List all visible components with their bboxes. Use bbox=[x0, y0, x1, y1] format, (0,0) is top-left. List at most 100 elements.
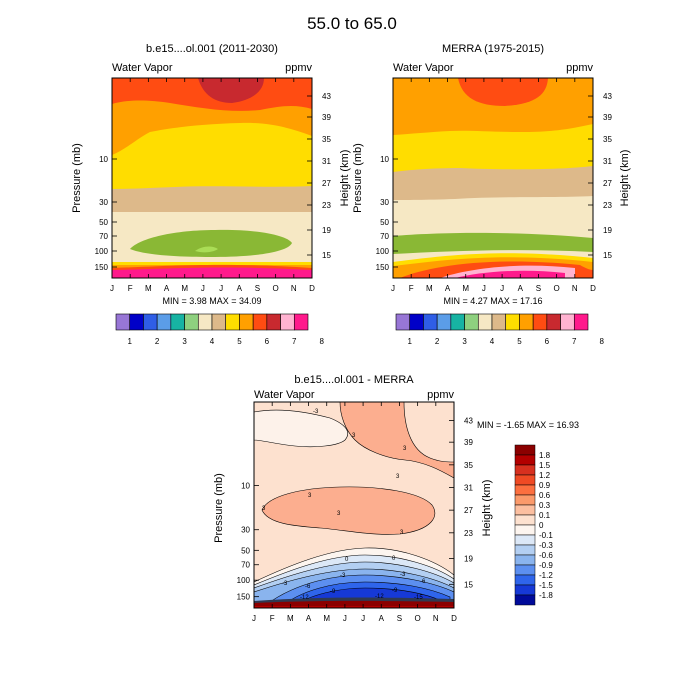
diff-colorbar-label: -0.1 bbox=[539, 531, 553, 540]
colorbar-swatch bbox=[156, 313, 172, 331]
colorbar-label: 6 bbox=[545, 337, 550, 346]
x-tick-label: J bbox=[110, 284, 114, 293]
colorbar-swatch bbox=[252, 313, 268, 331]
figure-title: 55.0 to 65.0 bbox=[307, 14, 397, 33]
band-tropopause bbox=[455, 270, 565, 278]
diff-colorbar-swatch bbox=[514, 474, 536, 486]
colorbar-swatch bbox=[197, 313, 213, 331]
panel-diff-stats: MIN = -1.65 MAX = 16.93 bbox=[477, 420, 579, 430]
panel-merra-stats: MIN = 4.27 MAX = 17.16 bbox=[443, 296, 542, 306]
colorbar-swatch bbox=[211, 313, 227, 331]
diff-colorbar-label: 1.5 bbox=[539, 461, 551, 470]
x-tick-label: J bbox=[343, 614, 347, 623]
panel-diff-ylabel: Pressure (mb) bbox=[213, 473, 225, 543]
colorbar-label: 8 bbox=[319, 337, 324, 346]
colorbar-label: 7 bbox=[572, 337, 577, 346]
pressure-tick-label: 70 bbox=[99, 232, 108, 241]
contour-label: -12 bbox=[300, 595, 309, 601]
panel-diff-units-label: ppmv bbox=[427, 389, 454, 401]
colorbar-swatch bbox=[573, 313, 589, 331]
x-tick-label: M bbox=[181, 284, 188, 293]
x-tick-label: J bbox=[219, 284, 223, 293]
x-tick-label: A bbox=[164, 284, 170, 293]
contour-label: 3 bbox=[337, 511, 341, 517]
panel-model: b.e15....ol.001 (2011-2030) Water Vapor … bbox=[71, 43, 351, 306]
x-tick-label: J bbox=[252, 614, 256, 623]
colorbar-swatch bbox=[143, 313, 158, 331]
band-3.5-4 bbox=[393, 232, 593, 254]
pressure-tick-label: 100 bbox=[237, 576, 251, 585]
panel-merra: MERRA (1975-2015) Water Vapor ppmv Press… bbox=[352, 43, 631, 306]
x-tick-label: A bbox=[306, 614, 312, 623]
panel-merra-frame bbox=[392, 77, 594, 279]
height-tick-label: 23 bbox=[322, 201, 331, 210]
x-tick-label: O bbox=[415, 614, 421, 623]
pressure-tick-label: 10 bbox=[241, 481, 250, 490]
colorbar-swatch bbox=[395, 313, 411, 331]
panel-model-title: b.e15....ol.001 (2011-2030) bbox=[146, 43, 278, 55]
colorbar-label: 8 bbox=[599, 337, 604, 346]
diff-colorbar-label: 0.6 bbox=[539, 491, 551, 500]
panel-merra-units-label: ppmv bbox=[566, 62, 593, 74]
height-tick-label: 35 bbox=[464, 461, 473, 470]
height-tick-label: 15 bbox=[464, 580, 473, 589]
pressure-tick-label: 150 bbox=[237, 593, 251, 602]
panel-diff-colorbar: 1.81.51.20.90.60.30.10-0.1-0.3-0.6-0.9-1… bbox=[514, 444, 553, 606]
x-tick-label: S bbox=[536, 284, 541, 293]
diff-colorbar-swatch bbox=[514, 554, 536, 566]
panel-merra-variable-label: Water Vapor bbox=[393, 62, 454, 74]
x-tick-label: F bbox=[270, 614, 275, 623]
x-tick-label: O bbox=[554, 284, 560, 293]
pressure-tick-label: 50 bbox=[241, 546, 250, 555]
diff-colorbar-swatch bbox=[514, 574, 536, 586]
colorbar-label: 2 bbox=[435, 337, 440, 346]
colorbar-swatch bbox=[280, 313, 295, 331]
x-tick-label: J bbox=[361, 614, 365, 623]
panel-diff-contour-labels: -3 3 3 3 3 3 3 3 0 0 -3 -3 -3 -6 -6 -9 -… bbox=[262, 409, 426, 601]
panel-diff-variable-label: Water Vapor bbox=[254, 389, 315, 401]
height-tick-label: 31 bbox=[322, 157, 331, 166]
pressure-tick-label: 30 bbox=[241, 526, 250, 535]
contour-label: 3 bbox=[400, 530, 404, 536]
panel-model-y2label: Height (km) bbox=[339, 150, 351, 207]
colorbar-swatch bbox=[464, 313, 479, 331]
colorbar-swatch bbox=[477, 313, 493, 331]
diff-colorbar-label: 0.3 bbox=[539, 501, 551, 510]
x-tick-label: J bbox=[391, 284, 395, 293]
height-tick-label: 31 bbox=[464, 483, 473, 492]
colorbar-swatch bbox=[239, 313, 254, 331]
height-tick-label: 35 bbox=[603, 135, 612, 144]
band-7-8 bbox=[458, 78, 548, 106]
diff-colorbar-swatch bbox=[514, 464, 536, 476]
band-0.3-0.6-middle bbox=[261, 486, 436, 535]
contour-label: 3 bbox=[308, 493, 312, 499]
pressure-tick-label: 70 bbox=[241, 561, 250, 570]
contour-label: 3 bbox=[262, 506, 266, 512]
x-tick-label: J bbox=[201, 284, 205, 293]
diff-colorbar-swatch bbox=[514, 584, 536, 596]
diff-colorbar-label: 0.9 bbox=[539, 481, 551, 490]
height-tick-label: 43 bbox=[322, 92, 331, 101]
colorbar-swatch bbox=[505, 313, 520, 331]
height-tick-label: 19 bbox=[464, 555, 473, 564]
x-tick-label: M bbox=[462, 284, 469, 293]
contour-label: -9 bbox=[330, 589, 336, 595]
panel-merra-axes: J F M A M J J A S O N D 10 30 50 70 100 150 43 39 35 31 27 23 19… bbox=[376, 78, 612, 293]
x-tick-label: D bbox=[309, 284, 315, 293]
x-tick-label: N bbox=[291, 284, 297, 293]
colorbar-swatch bbox=[436, 313, 452, 331]
diff-colorbar-label: -0.6 bbox=[539, 551, 553, 560]
diff-colorbar-swatch bbox=[514, 454, 536, 466]
x-tick-label: M bbox=[323, 614, 330, 623]
x-tick-label: S bbox=[397, 614, 402, 623]
x-tick-label: A bbox=[379, 614, 385, 623]
height-tick-label: 39 bbox=[464, 438, 473, 447]
colorbar-swatch bbox=[409, 313, 424, 331]
panel-diff-axes: J F M A M J J A S O N D1030507010015043393531272319… bbox=[237, 402, 473, 623]
diff-colorbar-label: 1.8 bbox=[539, 451, 551, 460]
x-tick-label: D bbox=[451, 614, 457, 623]
contour-label: 3 bbox=[396, 474, 400, 480]
x-tick-label: M bbox=[426, 284, 433, 293]
x-tick-label: A bbox=[445, 284, 451, 293]
